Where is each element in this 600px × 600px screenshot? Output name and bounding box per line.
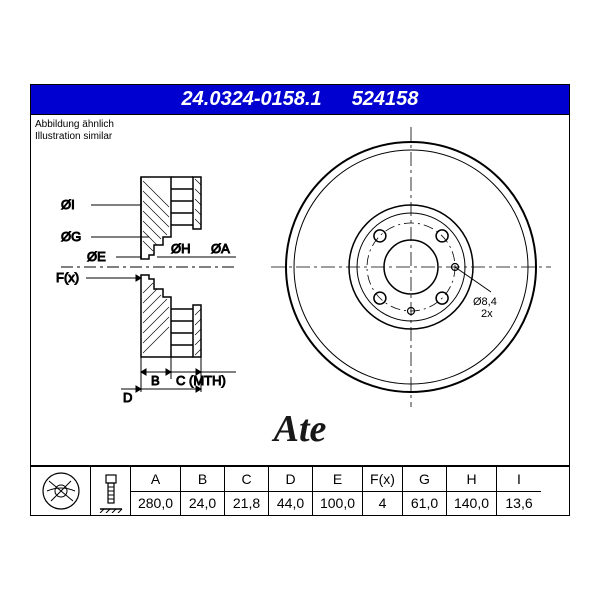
dim-header: H <box>447 467 496 492</box>
label-fx: F(x) <box>56 270 79 285</box>
dim-value: 4 <box>363 492 402 516</box>
label-detail-dia: Ø8,4 <box>473 296 497 308</box>
dim-col-e: E100,0 <box>313 467 363 515</box>
label-detail-count: 2x <box>481 308 493 320</box>
dim-col-c: C21,8 <box>225 467 269 515</box>
dim-col-b: B24,0 <box>181 467 225 515</box>
drawing-frame: 24.0324-0158.1 524158 Abbildung ähnlich … <box>30 84 570 516</box>
dim-col-g: G61,0 <box>403 467 447 515</box>
part-number-primary: 24.0324-0158.1 <box>182 88 322 111</box>
dim-header: B <box>181 467 224 492</box>
dimension-table: A280,0B24,0C21,8D44,0E100,0F(x)4G61,0H14… <box>31 465 569 515</box>
dim-header: A <box>131 467 180 492</box>
dim-value: 280,0 <box>131 492 180 516</box>
label-oi: ØI <box>61 197 75 212</box>
dimension-columns: A280,0B24,0C21,8D44,0E100,0F(x)4G61,0H14… <box>131 467 569 515</box>
technical-drawing-svg: ØI ØG ØE ØH ØA F(x) <box>31 117 571 435</box>
dim-col-fx: F(x)4 <box>363 467 403 515</box>
dim-header: D <box>269 467 312 492</box>
dim-header: I <box>497 467 541 492</box>
dim-value: 100,0 <box>313 492 362 516</box>
label-oh: ØH <box>171 241 191 256</box>
part-number-secondary: 524158 <box>352 88 419 111</box>
dim-header: F(x) <box>363 467 402 492</box>
label-og: ØG <box>61 229 81 244</box>
dim-value: 44,0 <box>269 492 312 516</box>
dim-value: 24,0 <box>181 492 224 516</box>
front-view: Ø8,4 2x <box>271 127 551 407</box>
dim-value: 61,0 <box>403 492 446 516</box>
label-oe: ØE <box>87 249 106 264</box>
dim-header: C <box>225 467 268 492</box>
dim-col-d: D44,0 <box>269 467 313 515</box>
label-c-mth: C (MTH) <box>176 373 226 388</box>
dim-col-h: H140,0 <box>447 467 497 515</box>
label-d: D <box>123 390 132 405</box>
label-b: B <box>151 373 160 388</box>
dim-value: 21,8 <box>225 492 268 516</box>
dim-col-i: I13,6 <box>497 467 541 515</box>
header-bar: 24.0324-0158.1 524158 <box>31 85 569 115</box>
dim-value: 140,0 <box>447 492 496 516</box>
dim-header: G <box>403 467 446 492</box>
brand-logo: Ate <box>274 407 327 451</box>
section-view: ØI ØG ØE ØH ØA F(x) <box>56 177 236 405</box>
bolt-icon <box>91 467 131 515</box>
rotor-type-icon <box>31 467 91 515</box>
label-oa: ØA <box>211 241 230 256</box>
dim-value: 13,6 <box>497 492 541 516</box>
dim-col-a: A280,0 <box>131 467 181 515</box>
dim-header: E <box>313 467 362 492</box>
diagram-area: ØI ØG ØE ØH ØA F(x) <box>31 117 569 435</box>
